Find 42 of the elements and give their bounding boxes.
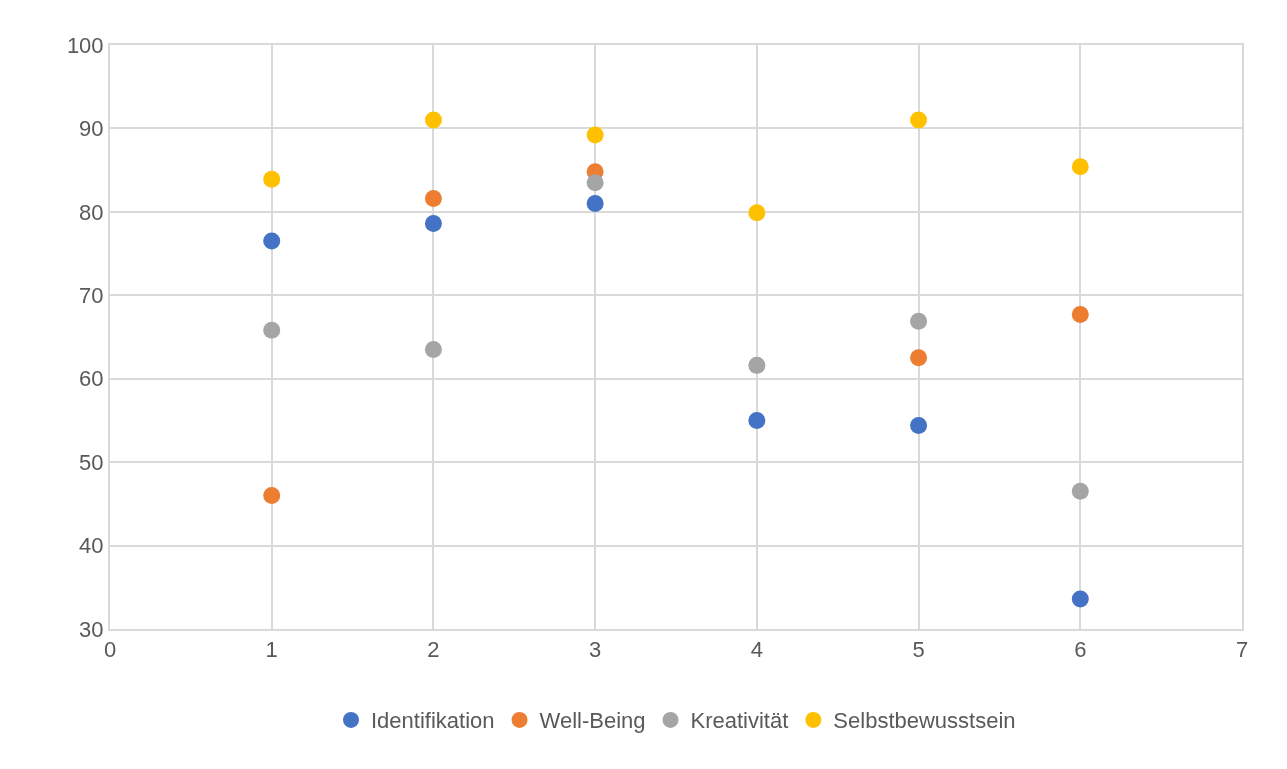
point (748, 204, 766, 222)
legend-label: Identifikation (371, 708, 495, 734)
x-tick-label: 0 (103, 637, 117, 663)
y-tick-label: 50 (79, 449, 104, 475)
point (263, 487, 281, 504)
point (586, 174, 604, 192)
x-tick-label: 3 (589, 637, 602, 663)
point (586, 126, 604, 144)
y-tick-label: 30 (79, 616, 104, 642)
x-tick-label: 4 (750, 637, 763, 663)
legend-label: Kreativität (690, 708, 789, 734)
point (1071, 305, 1089, 323)
point (748, 356, 766, 374)
point (424, 341, 442, 358)
point (748, 411, 766, 429)
point (263, 321, 281, 339)
point (910, 416, 928, 434)
point (910, 349, 928, 367)
point (1071, 158, 1089, 176)
point (1071, 590, 1089, 608)
y-tick-label: 70 (79, 282, 104, 308)
point (424, 215, 442, 233)
point (263, 232, 281, 250)
y-tick-label: 80 (79, 199, 104, 225)
x-tick-label: 2 (427, 637, 440, 663)
y-tick-label: 60 (79, 366, 104, 392)
legend-label: Selbstbewusstsein (833, 708, 1016, 734)
y-tick-label: 40 (79, 533, 104, 559)
x-tick-label: 6 (1074, 637, 1087, 663)
x-tick-label: 7 (1235, 637, 1249, 663)
point (424, 111, 442, 129)
point (424, 190, 442, 207)
point (263, 170, 281, 188)
point (910, 312, 928, 330)
point (910, 111, 928, 129)
y-tick-label: 90 (79, 116, 104, 142)
x-tick-label: 5 (912, 637, 925, 663)
legend-label: Well-Being (539, 708, 646, 734)
point (586, 195, 604, 212)
x-tick-label: 1 (265, 637, 278, 663)
y-tick-label: 100 (66, 32, 104, 58)
point (1071, 482, 1089, 500)
